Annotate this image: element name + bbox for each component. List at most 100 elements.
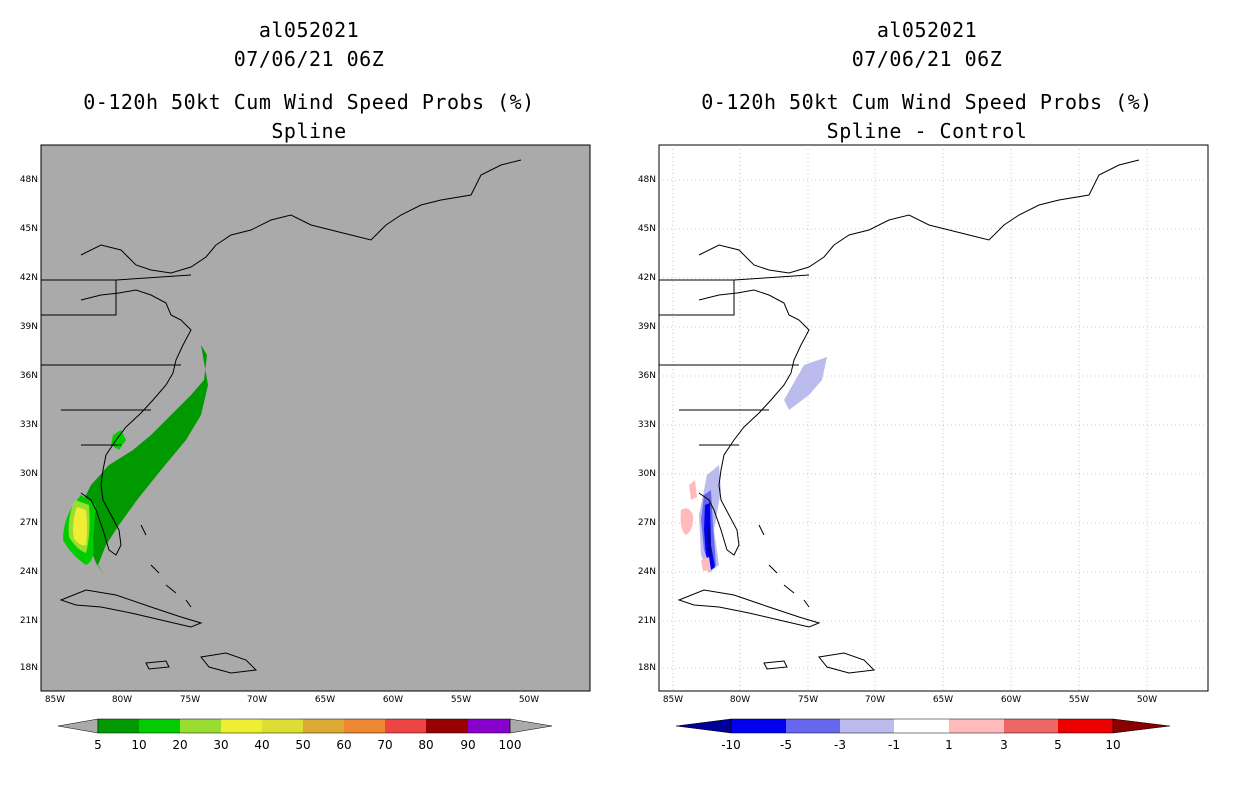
lat-label: 48N: [20, 175, 38, 185]
colorbar-label: -1: [888, 738, 900, 752]
colorbar-swatch: [98, 719, 139, 733]
left-map-svg: 48N 45N 42N 39N 36N 33N 30N 27N 24N 21N …: [20, 144, 591, 752]
lat-label: 48N: [638, 175, 656, 185]
colorbar-label: 60: [336, 738, 351, 752]
lat-label: 36N: [20, 371, 38, 381]
map-frame: [40, 144, 591, 692]
lon-label: 75W: [798, 695, 818, 705]
colorbar-swatch: [786, 719, 840, 733]
subtitle: Spline: [271, 119, 347, 143]
lat-label: 45N: [638, 224, 656, 234]
lat-label: 21N: [638, 616, 656, 626]
colorbar-swatch: [894, 719, 949, 733]
left-map-panel: al052021 07/06/21 06Z 0-120h 50kt Cum Wi…: [20, 18, 591, 752]
colorbar-swatch: [731, 719, 786, 733]
colorbar-label: 100: [499, 738, 522, 752]
lat-label: 24N: [20, 567, 38, 577]
datetime: 07/06/21 06Z: [233, 47, 385, 71]
lat-label: 42N: [20, 273, 38, 283]
map-background: [658, 144, 1209, 692]
canada-coast: [833, 159, 1140, 246]
product-title: 0-120h 50kt Cum Wind Speed Probs (%): [83, 90, 535, 114]
great-lakes: [698, 244, 835, 274]
lat-labels: 48N 45N 42N 39N 36N 33N 30N 27N 24N 21N …: [20, 175, 38, 673]
colorbar-label: 10: [1105, 738, 1120, 752]
lon-label: 75W: [180, 695, 200, 705]
lon-label: 55W: [1069, 695, 1089, 705]
lon-label: 55W: [451, 695, 471, 705]
left-colorbar: 5 10 20 30 40 50 60 70 80 90 100: [57, 718, 553, 752]
colorbar-high-arrow: [1112, 718, 1171, 734]
colorbar-label: 80: [418, 738, 433, 752]
colorbar-swatch: [1058, 719, 1113, 733]
storm-id: al052021: [876, 18, 978, 42]
lon-label: 65W: [933, 695, 953, 705]
lat-label: 27N: [20, 518, 38, 528]
lon-label: 80W: [730, 695, 750, 705]
colorbar-label: 90: [460, 738, 475, 752]
subtitle: Spline - Control: [826, 119, 1028, 143]
colorbar-swatch: [385, 719, 426, 733]
lat-label: 18N: [638, 663, 656, 673]
lat-labels: 48N 45N 42N 39N 36N 33N 30N 27N 24N 21N …: [638, 175, 656, 673]
jamaica: [763, 660, 788, 670]
colorbar-low-arrow: [675, 718, 732, 734]
cuba: [59, 589, 203, 628]
hispaniola: [818, 652, 876, 674]
storm-id: al052021: [258, 18, 360, 42]
colorbar-swatch: [139, 719, 180, 733]
colorbar-swatch: [468, 719, 510, 733]
lat-label: 24N: [638, 567, 656, 577]
colorbar-swatch: [840, 719, 894, 733]
lat-label: 33N: [20, 420, 38, 430]
lat-label: 18N: [20, 663, 38, 673]
jamaica: [145, 660, 170, 670]
colorbar-label: 3: [1000, 738, 1008, 752]
hispaniola: [200, 652, 258, 674]
colorbar-label: 5: [1054, 738, 1062, 752]
great-lakes: [80, 244, 217, 274]
difference-field: [680, 357, 827, 573]
lat-label: 30N: [638, 469, 656, 479]
lon-labels: 85W 80W 75W 70W 65W 60W 55W 50W: [45, 695, 539, 705]
colorbar-label: 5: [94, 738, 102, 752]
product-title: 0-120h 50kt Cum Wind Speed Probs (%): [701, 90, 1153, 114]
map-outlines: [41, 159, 522, 674]
lon-label: 80W: [112, 695, 132, 705]
lon-label: 70W: [865, 695, 885, 705]
lon-label: 70W: [247, 695, 267, 705]
lon-label: 50W: [519, 695, 539, 705]
colorbar-label: 40: [254, 738, 269, 752]
colorbar-label: -10: [721, 738, 741, 752]
bahamas: [140, 524, 192, 608]
colorbar-swatch: [344, 719, 385, 733]
us-east-coast: [80, 289, 192, 556]
datetime: 07/06/21 06Z: [851, 47, 1003, 71]
lon-label: 50W: [1137, 695, 1157, 705]
state-lines: [41, 274, 192, 446]
colorbar-label: 1: [945, 738, 953, 752]
right-colorbar: -10 -5 -3 -1 1 3 5 10: [675, 718, 1171, 752]
lon-label: 65W: [315, 695, 335, 705]
colorbar-swatch: [1004, 719, 1058, 733]
bahamas: [758, 524, 810, 608]
lon-label: 85W: [663, 695, 683, 705]
lat-label: 27N: [638, 518, 656, 528]
lat-label: 42N: [638, 273, 656, 283]
map-outlines: [659, 159, 1140, 674]
map-background: [40, 144, 591, 692]
colorbar-swatch: [180, 719, 221, 733]
lon-labels: 85W 80W 75W 70W 65W 60W 55W 50W: [663, 695, 1157, 705]
lon-label: 60W: [383, 695, 403, 705]
colorbar-swatch: [221, 719, 262, 733]
lat-label: 33N: [638, 420, 656, 430]
colorbar-label: 30: [213, 738, 228, 752]
lat-label: 36N: [638, 371, 656, 381]
canada-coast: [215, 159, 522, 246]
lat-label: 21N: [20, 616, 38, 626]
colorbar-label: 10: [131, 738, 146, 752]
colorbar-high-arrow: [509, 718, 553, 734]
colorbar-label: -5: [780, 738, 792, 752]
lat-label: 45N: [20, 224, 38, 234]
right-map-panel: al052021 07/06/21 06Z 0-120h 50kt Cum Wi…: [618, 0, 1236, 800]
